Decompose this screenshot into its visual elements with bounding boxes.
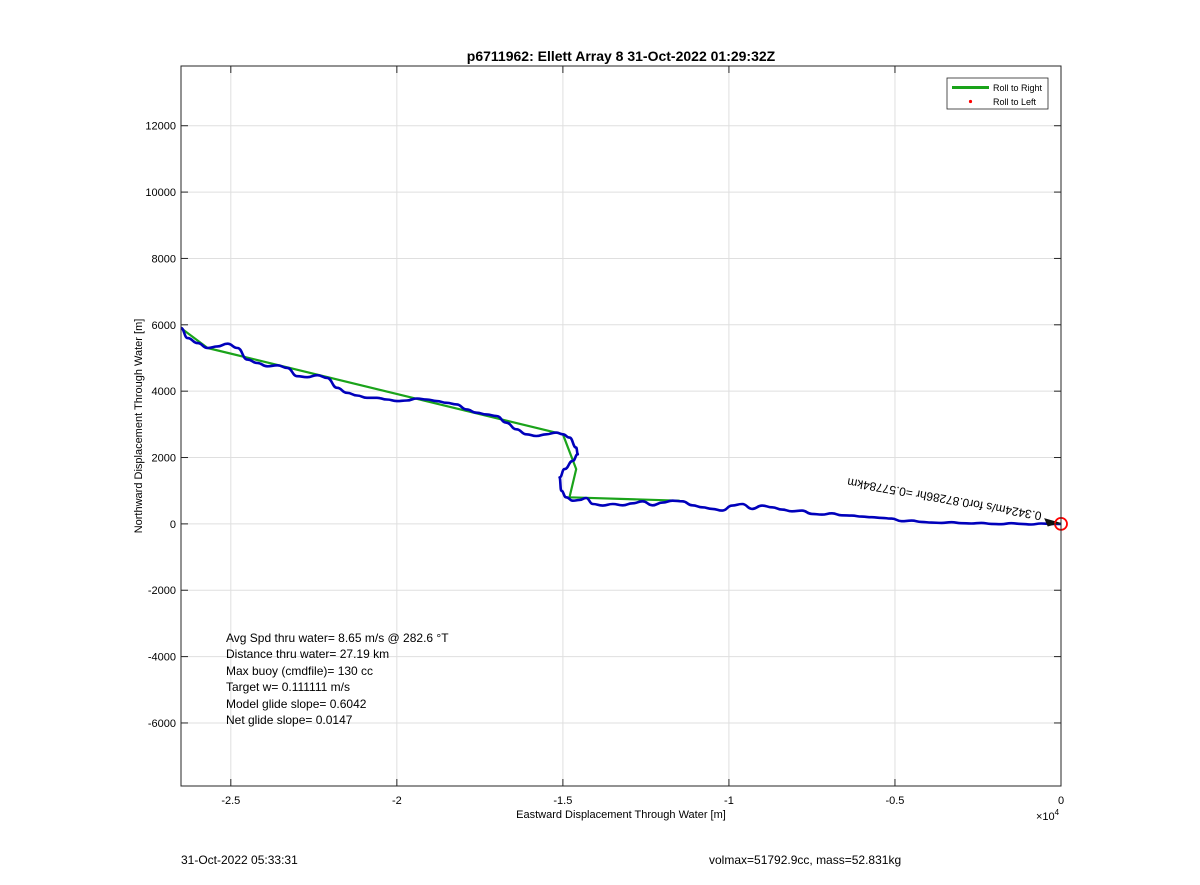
- footer-volmax-mass: volmax=51792.9cc, mass=52.831kg: [709, 853, 902, 867]
- current-vector-arrow: [1044, 518, 1061, 527]
- y-tick-label: 10000: [145, 187, 176, 199]
- x-tick-label: -1.5: [553, 795, 572, 807]
- stat-net-glide-slope: Net glide slope= 0.0147: [226, 713, 353, 727]
- y-axis-label: Northward Displacement Through Water [m]: [133, 319, 145, 534]
- chart-title: p6711962: Ellett Array 8 31-Oct-2022 01:…: [467, 48, 776, 64]
- y-tick-label: -6000: [148, 718, 176, 730]
- x-tick-label: -1: [724, 795, 734, 807]
- y-tick-label: 0: [170, 519, 176, 531]
- y-tick-label: -4000: [148, 652, 176, 664]
- plot-frame: [180, 65, 1062, 787]
- ticks: -2.5 -2 -1.5 -1 -0.5 0 -6000 -4000 -2000 0 2000 400…: [145, 66, 1064, 807]
- stat-max-buoy: Max buoy (cmdfile)= 130 cc: [226, 664, 373, 678]
- legend: Roll to Right Roll to Left: [946, 77, 1049, 110]
- stat-model-glide-slope: Model glide slope= 0.6042: [226, 697, 367, 711]
- legend-label-roll-right: Roll to Right: [993, 83, 1043, 93]
- y-tick-label: -2000: [148, 585, 176, 597]
- y-tick-label: 6000: [152, 320, 176, 332]
- x-tick-label: 0: [1058, 795, 1064, 807]
- stats-block: Avg Spd thru water= 8.65 m/s @ 282.6 °T …: [226, 631, 449, 727]
- stat-avg-speed: Avg Spd thru water= 8.65 m/s @ 282.6 °T: [226, 631, 449, 645]
- y-tick-label: 4000: [152, 386, 176, 398]
- stat-target-w: Target w= 0.111111 m/s: [226, 680, 350, 694]
- legend-swatch-roll-left: [968, 99, 973, 104]
- series-layer: [181, 326, 1061, 526]
- glider-track-path: [181, 326, 1061, 526]
- legend-box: [946, 77, 1049, 110]
- y-tick-label: 12000: [145, 121, 176, 133]
- legend-label-roll-left: Roll to Left: [993, 97, 1037, 107]
- x-exponent-label: ×104: [1036, 808, 1060, 823]
- footer-timestamp: 31-Oct-2022 05:33:31: [181, 853, 298, 867]
- x-tick-label: -2.5: [221, 795, 240, 807]
- plot-area: [181, 66, 1061, 786]
- x-tick-label: -0.5: [885, 795, 904, 807]
- y-tick-label: 2000: [152, 453, 176, 465]
- x-axis-label: Eastward Displacement Through Water [m]: [516, 809, 726, 821]
- x-tick-label: -2: [392, 795, 402, 807]
- y-tick-label: 8000: [152, 253, 176, 265]
- stat-distance: Distance thru water= 27.19 km: [226, 647, 389, 661]
